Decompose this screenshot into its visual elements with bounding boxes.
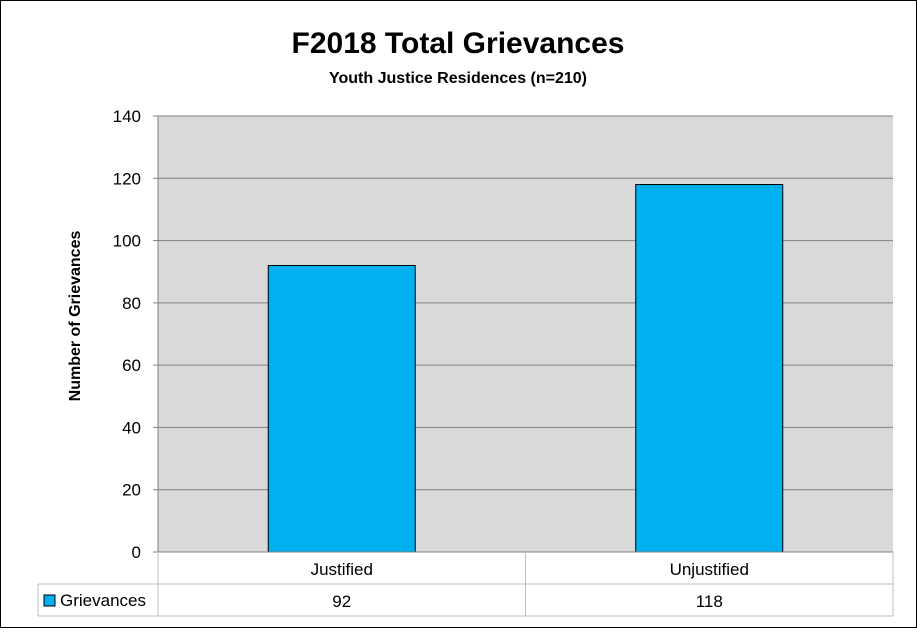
- plot-area: 0 20 40 60 80 100 120 140 Justified 92 Unjustified…: [37, 107, 894, 617]
- y-tick-label: 40: [122, 418, 141, 437]
- y-tick-label: 60: [122, 356, 141, 375]
- y-tick-label: 80: [122, 294, 141, 313]
- data-label: 92: [332, 592, 351, 611]
- category-label: Justified: [311, 560, 373, 579]
- y-tick-label: 140: [113, 107, 141, 126]
- y-axis-label: Number of Grievances: [67, 231, 84, 402]
- bar-unjustified: [635, 184, 784, 553]
- legend-swatch: [43, 594, 56, 607]
- y-tick-label: 100: [113, 232, 141, 251]
- y-tick-label: 0: [132, 543, 141, 562]
- data-label: 118: [696, 592, 723, 611]
- chart-title: F2018 Total Grievances: [292, 27, 625, 60]
- category-label: Unjustified: [670, 560, 749, 579]
- bar-justified: [267, 264, 416, 553]
- legend-label: Grievances: [60, 591, 146, 610]
- y-tick-label: 120: [113, 169, 141, 188]
- chart-subtitle: Youth Justice Residences (n=210): [329, 70, 587, 87]
- y-tick-label: 20: [122, 481, 141, 500]
